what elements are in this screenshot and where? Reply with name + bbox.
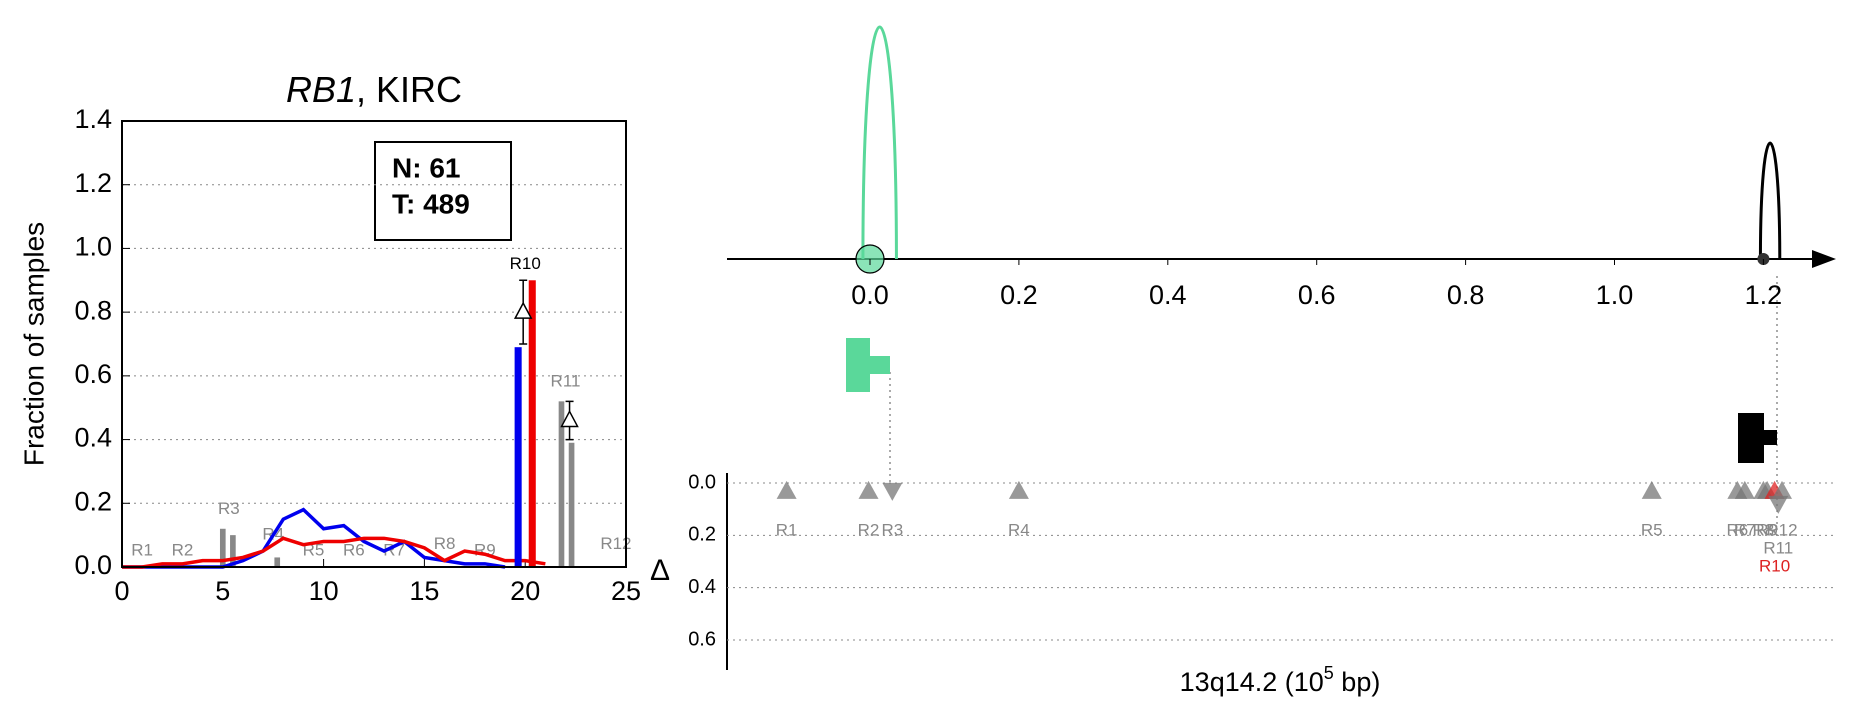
- x-tick-label: 1.0: [1596, 280, 1634, 310]
- region-label: R3: [881, 520, 903, 539]
- y-tick-label: 0.4: [688, 576, 716, 598]
- region-bar: [568, 442, 575, 567]
- info-n: N: 61: [392, 152, 460, 183]
- gene-glyph: [846, 338, 890, 392]
- region-marker: [1008, 480, 1029, 499]
- y-tick-label: 0.0: [74, 550, 112, 580]
- x-tick-label: 20: [510, 576, 540, 606]
- peak: [861, 25, 898, 260]
- y-tick-label: 1.0: [74, 232, 112, 262]
- region-label: R8: [434, 534, 456, 553]
- x-tick-label: 0.4: [1149, 280, 1187, 310]
- title-gene: RB1: [286, 69, 356, 110]
- xlabel-exp: 5: [1324, 663, 1334, 683]
- region-bar: [230, 535, 236, 567]
- y-tick-label: 0.2: [74, 486, 112, 516]
- highlight-bar: [514, 347, 522, 567]
- xlabel-main: 13q14.2 (10: [1180, 667, 1324, 697]
- delta-marker: [513, 301, 533, 319]
- region-marker: [1772, 480, 1793, 499]
- y-tick-label: 0.6: [74, 359, 112, 389]
- x-tick-label: 25: [611, 576, 641, 606]
- title-rest: , KIRC: [356, 69, 462, 110]
- axis-arrow: [1812, 250, 1836, 268]
- region-label: R3: [218, 499, 240, 518]
- chart-title: RB1, KIRC: [286, 69, 462, 110]
- region-bar: [219, 528, 226, 567]
- y-tick-label: 0.4: [74, 423, 112, 453]
- region-marker: [1641, 480, 1662, 499]
- region-label: R10: [510, 254, 541, 273]
- info-t: T: 489: [392, 188, 470, 219]
- y-tick-label: 0.0: [688, 471, 716, 493]
- region-label: R5: [1641, 520, 1663, 539]
- x-tick-label: 0.8: [1447, 280, 1485, 310]
- region-label: R1: [131, 541, 153, 560]
- y-tick-label: 1.4: [74, 104, 112, 134]
- x-tick-label: 0.6: [1298, 280, 1336, 310]
- region-label: R7: [1734, 520, 1756, 539]
- region-label: R1: [776, 520, 798, 539]
- region-label: R10: [1759, 556, 1790, 575]
- region-label: R11: [551, 372, 581, 391]
- x-tick-label: 0.2: [1000, 280, 1038, 310]
- region-label: R12: [600, 534, 631, 553]
- region-label: R4: [1008, 520, 1030, 539]
- region-marker: [882, 482, 903, 501]
- delta-label: Δ: [650, 554, 670, 587]
- y-tick-label: 0.2: [688, 524, 716, 546]
- delta-marker: [560, 409, 579, 428]
- peak: [1758, 141, 1782, 260]
- info-box: [374, 141, 512, 241]
- region-marker: [858, 480, 879, 499]
- region-label: R8: [1753, 520, 1775, 539]
- x-tick-label: 0.0: [851, 280, 889, 310]
- series-line: [122, 536, 546, 569]
- gene-glyph: [1738, 413, 1777, 463]
- x-tick-label: 15: [409, 576, 439, 606]
- region-marker: [1734, 480, 1755, 499]
- region-label: R2: [858, 520, 880, 539]
- x-tick-label: 1.2: [1745, 280, 1783, 310]
- region-bar: [274, 557, 281, 567]
- y-tick-label: 0.6: [688, 628, 716, 650]
- x-tick-label: 5: [215, 576, 230, 606]
- y-axis-label: Fraction of samples: [18, 222, 49, 466]
- highlight-bar: [528, 280, 536, 567]
- region-label: R2: [172, 541, 194, 560]
- region-label: R11: [1763, 538, 1793, 557]
- region-label: R9: [1756, 520, 1778, 539]
- x-tick-label: 0: [114, 576, 129, 606]
- region-bar: [558, 401, 565, 567]
- y-tick-label: 0.8: [74, 295, 112, 325]
- region-label: R6: [1726, 520, 1748, 539]
- region-marker: [776, 480, 797, 499]
- region-marker: [1768, 495, 1789, 514]
- x-axis-label: 13q14.2 (105 bp): [1180, 663, 1381, 697]
- region-label: R12: [1766, 520, 1797, 539]
- xlabel-end: bp): [1334, 667, 1381, 697]
- region-label: R6: [343, 541, 365, 560]
- y-tick-label: 1.2: [74, 168, 112, 198]
- x-tick-label: 10: [309, 576, 339, 606]
- plot-frame: [121, 120, 627, 568]
